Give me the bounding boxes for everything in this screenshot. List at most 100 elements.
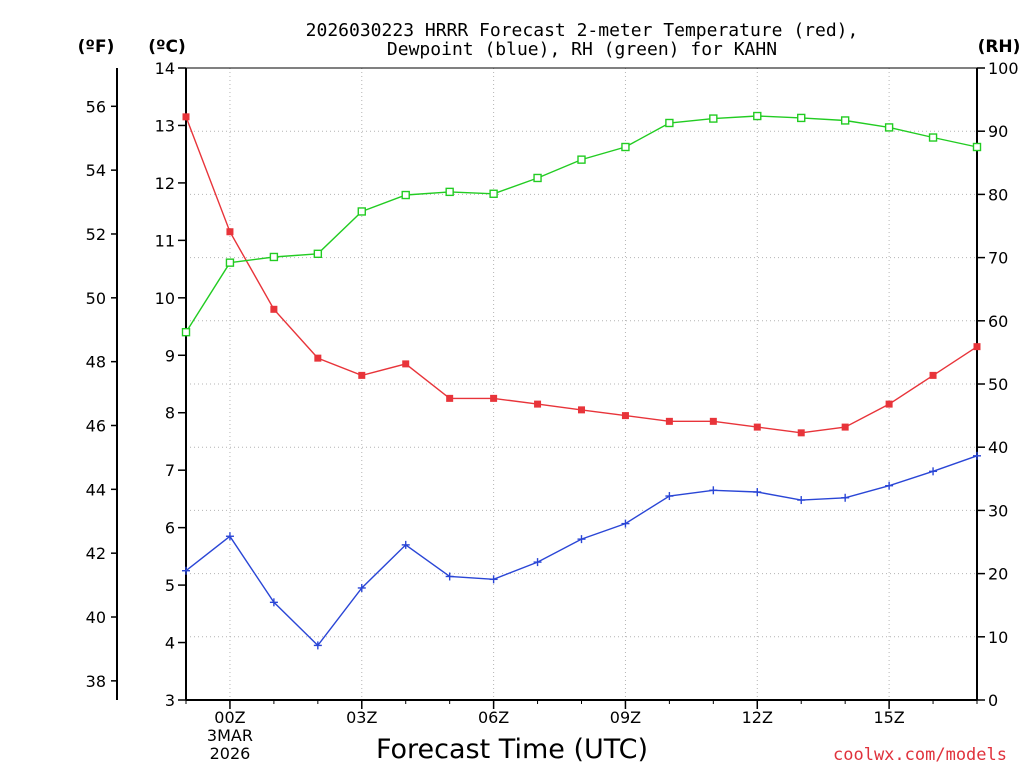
rh-point [709, 114, 718, 123]
temperature-point [929, 371, 937, 379]
x-tick-label: 15Z [873, 708, 904, 727]
dewpoint-line [185, 455, 978, 647]
temperature-point [314, 354, 322, 362]
temperature-point [973, 343, 981, 351]
dewpoint-point [225, 532, 234, 541]
temperature-point [709, 417, 717, 425]
rh-point [401, 190, 410, 200]
dewpoint-point [313, 641, 322, 650]
dewpoint-point [489, 575, 498, 584]
rh-point [884, 123, 894, 132]
rh-tick-label: 70 [988, 249, 1008, 268]
series-temperature [182, 113, 981, 437]
celsius-tick-label: 7 [165, 461, 175, 480]
rh-tick-label: 80 [988, 185, 1008, 204]
celsius-tick-label: 3 [165, 691, 175, 710]
dewpoint-point [797, 496, 806, 505]
celsius-tick-label: 9 [165, 346, 175, 365]
dewpoint-point [709, 486, 718, 495]
temperature-point [797, 429, 805, 437]
chart-title-line-1: 2026030223 HRRR Forecast 2-meter Tempera… [306, 20, 859, 41]
fahrenheit-tick-label: 48 [86, 353, 106, 372]
dewpoint-point [533, 558, 542, 567]
dewpoint-point [929, 467, 938, 476]
x-tick-label: 09Z [610, 708, 641, 727]
x-tick-label: 12Z [742, 708, 773, 727]
fahrenheit-tick-label: 54 [86, 161, 106, 180]
temperature-point [402, 360, 410, 368]
temperature-line [185, 116, 978, 434]
rh-tick-label: 20 [988, 565, 1008, 584]
rh-point [269, 252, 279, 262]
celsius-tick-label: 6 [165, 519, 175, 538]
fahrenheit-tick-label: 50 [86, 289, 106, 308]
rh-point [489, 189, 498, 198]
axis-ticks: 3456789101112131438404244464850525456010… [86, 59, 1019, 763]
fahrenheit-tick-label: 38 [86, 672, 106, 691]
temperature-point [753, 423, 761, 431]
temperature-point [490, 394, 498, 402]
rh-point [313, 249, 323, 259]
dewpoint-point [665, 492, 674, 501]
x-tick-label: 03Z [346, 708, 377, 727]
rh-point [840, 116, 850, 125]
celsius-tick-label: 13 [155, 116, 175, 135]
x-axis-title: Forecast Time (UTC) [376, 734, 648, 765]
celsius-tick-label: 5 [165, 576, 175, 595]
dewpoint-point [753, 488, 762, 497]
x-tick-label: 00Z [214, 708, 245, 727]
dewpoint-point [577, 535, 586, 544]
temperature-point [578, 406, 585, 414]
dewpoint-point [885, 481, 894, 490]
temperature-point [358, 371, 366, 379]
grid-lines [186, 67, 977, 701]
dewpoint-point [973, 451, 981, 460]
celsius-tick-label: 14 [155, 59, 175, 78]
rh-tick-label: 100 [988, 59, 1019, 78]
x-tick-label: 06Z [478, 708, 509, 727]
chart-title-line-2: Dewpoint (blue), RH (green) for KAHN [387, 39, 777, 60]
dewpoint-point [841, 493, 850, 502]
rh-point [181, 327, 191, 337]
rh-point [533, 173, 542, 183]
rh-point [665, 118, 674, 128]
x-tick-year-label: 2026 [210, 744, 251, 763]
series-rh [181, 111, 982, 337]
rh-point [928, 133, 938, 142]
dewpoint-point [182, 566, 190, 575]
dewpoint-point [401, 540, 410, 549]
rh-point [357, 207, 366, 216]
fahrenheit-tick-label: 52 [86, 225, 106, 244]
rh-point [577, 155, 586, 164]
rh-tick-label: 50 [988, 375, 1008, 394]
celsius-tick-label: 10 [155, 289, 175, 308]
temperature-point [841, 423, 849, 431]
temperature-point [446, 394, 454, 402]
rh-tick-label: 60 [988, 312, 1008, 331]
celsius-tick-label: 8 [165, 404, 175, 423]
rh-point [797, 113, 806, 123]
dewpoint-point [445, 572, 454, 581]
temperature-point [182, 113, 190, 121]
celsius-tick-label: 12 [155, 174, 175, 193]
celsius-axis-label: (ºC) [148, 37, 186, 57]
rh-point [972, 142, 982, 152]
fahrenheit-tick-label: 46 [86, 416, 106, 435]
rh-tick-label: 40 [988, 438, 1008, 457]
fahrenheit-tick-label: 42 [86, 544, 106, 563]
rh-point [445, 187, 454, 197]
fahrenheit-tick-label: 44 [86, 480, 106, 499]
temperature-point [534, 400, 542, 408]
rh-point [621, 142, 630, 152]
temperature-point [885, 400, 893, 408]
rh-point [225, 258, 235, 267]
dewpoint-point [621, 519, 630, 528]
x-tick-date-label: 3MAR [207, 726, 253, 745]
fahrenheit-tick-label: 56 [86, 97, 106, 116]
temperature-point [621, 412, 629, 420]
rh-tick-label: 0 [988, 691, 998, 710]
temperature-point [226, 228, 234, 236]
series-layer [181, 111, 982, 650]
